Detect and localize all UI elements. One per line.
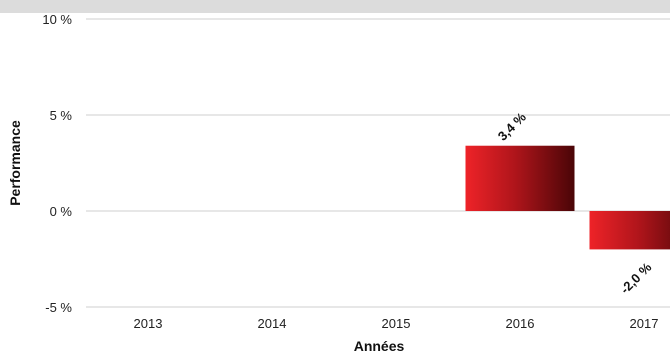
y-tick-label: 0 % bbox=[50, 204, 73, 219]
bar-2017 bbox=[589, 211, 670, 250]
x-tick-label: 2017 bbox=[630, 316, 659, 331]
top-bar bbox=[0, 0, 670, 13]
data-label-2017: -2,0 % bbox=[617, 259, 654, 296]
x-tick-label: 2014 bbox=[258, 316, 287, 331]
x-tick-label: 2015 bbox=[382, 316, 411, 331]
y-tick-label: 10 % bbox=[42, 12, 72, 27]
x-axis-title: Années bbox=[354, 338, 405, 354]
y-axis-title: Performance bbox=[7, 120, 23, 206]
y-tick-label: -5 % bbox=[45, 300, 72, 315]
label-layer: 2013 2014 2015 2016 3,4 % 2017 -2,0 % bbox=[134, 109, 659, 331]
data-label-2016: 3,4 % bbox=[495, 109, 529, 143]
x-tick-label: 2016 bbox=[506, 316, 535, 331]
bar-2016 bbox=[465, 145, 575, 211]
grid-layer: -5 % 0 % 5 % 10 % bbox=[42, 12, 670, 315]
y-tick-label: 5 % bbox=[50, 108, 73, 123]
x-tick-label: 2013 bbox=[134, 316, 163, 331]
bar-layer bbox=[465, 145, 670, 250]
